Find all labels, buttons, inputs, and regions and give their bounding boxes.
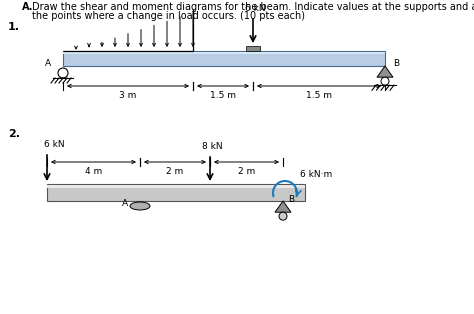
Text: A.: A.: [22, 2, 33, 12]
Text: 2.: 2.: [8, 129, 20, 139]
Polygon shape: [275, 201, 291, 212]
Text: 3 m: 3 m: [119, 91, 137, 100]
Text: A: A: [122, 199, 128, 208]
Bar: [47, 185, 305, 188]
Text: 6 kN·m: 6 kN·m: [300, 170, 332, 179]
Text: 1.: 1.: [8, 22, 20, 32]
Bar: [63, 51, 385, 66]
Text: 6 kN: 6 kN: [245, 4, 265, 13]
Circle shape: [58, 68, 68, 78]
Text: 2 m: 2 m: [166, 167, 183, 176]
Bar: [63, 51, 385, 54]
Text: the points where a change in load occurs. (10 pts each): the points where a change in load occurs…: [32, 11, 305, 21]
Text: 6 kN: 6 kN: [44, 140, 64, 149]
Circle shape: [279, 212, 287, 220]
Text: A: A: [45, 59, 51, 68]
Text: B: B: [288, 196, 294, 204]
Text: B: B: [393, 59, 399, 68]
Ellipse shape: [130, 202, 150, 210]
Text: Draw the shear and moment diagrams for the beam. Indicate values at the supports: Draw the shear and moment diagrams for t…: [32, 2, 474, 12]
Text: 1.5 m: 1.5 m: [210, 91, 236, 100]
Text: 2 m: 2 m: [238, 167, 255, 176]
Polygon shape: [377, 66, 393, 77]
Text: 4 m: 4 m: [85, 167, 102, 176]
Text: 8 kN: 8 kN: [202, 142, 223, 151]
Text: 1.5 m: 1.5 m: [306, 91, 332, 100]
Circle shape: [381, 77, 389, 85]
Bar: [47, 184, 305, 201]
Bar: [246, 46, 260, 51]
